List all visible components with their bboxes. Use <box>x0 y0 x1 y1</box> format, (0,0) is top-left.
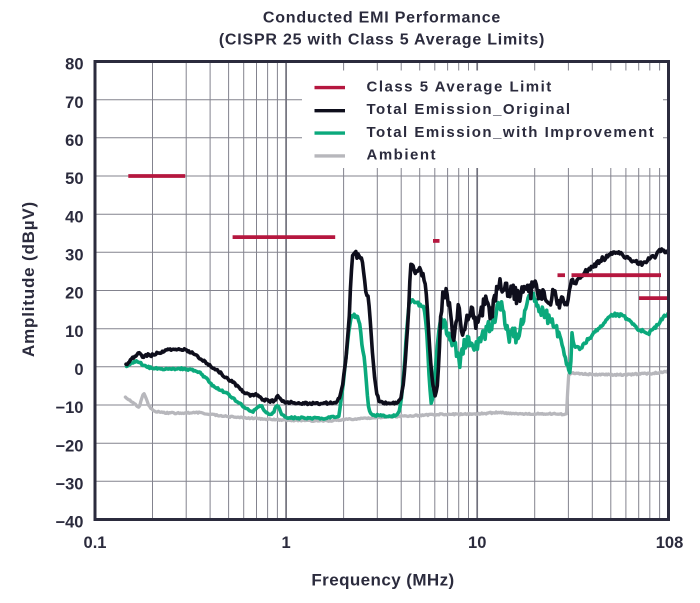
svg-text:Total Emission_with Improvemen: Total Emission_with Improvement <box>367 124 656 141</box>
svg-text:Conducted EMI Performance: Conducted EMI Performance <box>263 10 501 27</box>
svg-text:1: 1 <box>282 534 291 552</box>
svg-text:40: 40 <box>65 208 83 226</box>
svg-text:Frequency (MHz): Frequency (MHz) <box>311 571 454 590</box>
svg-text:−20: −20 <box>56 437 84 455</box>
svg-text:30: 30 <box>65 247 83 265</box>
svg-text:20: 20 <box>65 285 83 303</box>
svg-text:108: 108 <box>656 534 684 552</box>
svg-text:10: 10 <box>65 323 83 341</box>
svg-text:60: 60 <box>65 132 83 150</box>
svg-text:0.1: 0.1 <box>84 534 107 552</box>
svg-text:Amplitude (dBµV): Amplitude (dBµV) <box>19 201 38 357</box>
svg-text:0: 0 <box>74 361 83 379</box>
svg-text:Total Emission_Original: Total Emission_Original <box>367 101 572 118</box>
svg-text:70: 70 <box>65 94 83 112</box>
svg-text:Ambient: Ambient <box>367 147 438 164</box>
svg-text:−40: −40 <box>56 514 84 532</box>
svg-text:50: 50 <box>65 170 83 188</box>
svg-text:(CISPR 25 with Class 5 Average: (CISPR 25 with Class 5 Average Limits) <box>219 32 545 49</box>
svg-text:80: 80 <box>65 56 83 74</box>
svg-text:Class 5 Average Limit: Class 5 Average Limit <box>367 78 553 95</box>
svg-text:10: 10 <box>468 534 486 552</box>
svg-text:−10: −10 <box>56 399 84 417</box>
svg-text:−30: −30 <box>56 476 84 494</box>
